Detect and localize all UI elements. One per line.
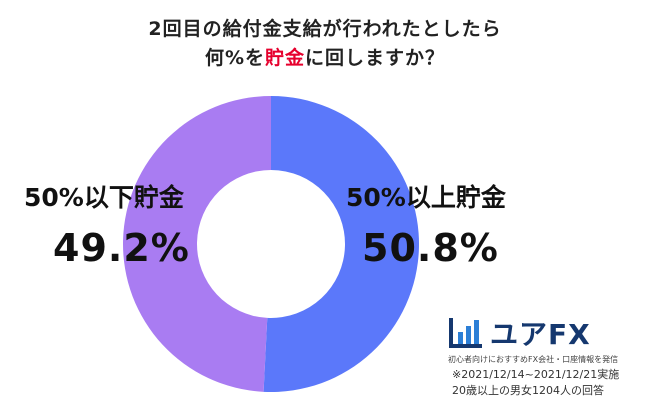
logo-name: ユアFX xyxy=(490,318,591,351)
logo: ユアFX 初心者向けにおすすめFX会社・口座情報を発信 xyxy=(448,316,618,366)
survey-note-respondents: 20歳以上の男女1204人の回答 xyxy=(452,384,604,397)
slice-label-left: 50%以下貯金 xyxy=(24,183,184,212)
title-prefix: 何%を xyxy=(204,47,265,69)
chart-title-line1: 2回目の給付金支給が行われたとしたら xyxy=(148,18,502,40)
logo-tagline: 初心者向けにおすすめFX会社・口座情報を発信 xyxy=(448,355,619,364)
donut-slice-1 xyxy=(122,96,271,392)
title-highlight: 貯金 xyxy=(265,47,306,69)
slice-label-right: 50%以上貯金 xyxy=(346,183,506,212)
bar-chart-icon xyxy=(449,318,482,348)
slice-value-left: 49.2% xyxy=(53,226,190,270)
donut-slice-0 xyxy=(263,96,419,392)
chart-title-line2: 何%を貯金に回しますか？ xyxy=(0,43,650,70)
title-suffix: に回しますか？ xyxy=(305,47,446,69)
survey-note-date: ※2021/12/14~2021/12/21実施 xyxy=(452,368,620,381)
slice-value-right: 50.8% xyxy=(362,226,499,270)
